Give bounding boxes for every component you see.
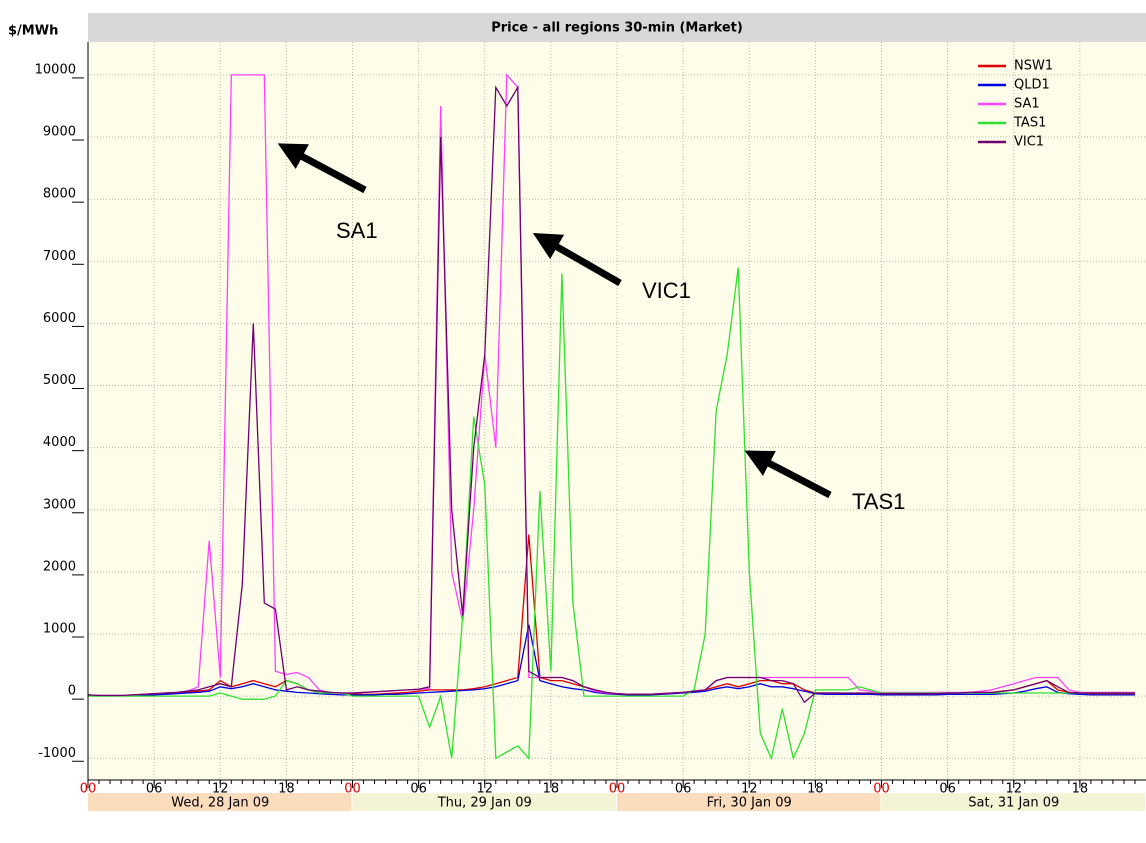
day-label: Wed, 28 Jan 09 xyxy=(171,796,269,811)
legend-label: QLD1 xyxy=(1014,78,1050,93)
x-tick-label: 12 xyxy=(741,782,758,797)
y-axis-label: $/MWh xyxy=(8,24,58,39)
arrow xyxy=(277,143,367,194)
y-tick-label: 10000 xyxy=(35,62,76,77)
y-tick-label: 0 xyxy=(68,684,76,699)
y-tick-label: 1000 xyxy=(43,622,76,637)
axes: -1000 0 1000 2000 3000 4000 5000 6000 7000 8000 90… xyxy=(35,42,1146,811)
y-tick-label: 7000 xyxy=(43,249,76,264)
day-label: Thu, 29 Jan 09 xyxy=(437,796,532,811)
x-tick-label: 12 xyxy=(1005,782,1022,797)
day-band xyxy=(881,793,1145,811)
annotation: VIC1 xyxy=(642,278,691,303)
annotation: SA1 xyxy=(336,218,378,243)
x-tick-label: 18 xyxy=(278,782,295,797)
y-tick-label: 3000 xyxy=(43,497,76,512)
legend-label: TAS1 xyxy=(1013,116,1046,131)
grid xyxy=(87,42,1146,780)
day-label: Sat, 31 Jan 09 xyxy=(968,796,1059,811)
series-line xyxy=(87,84,1135,704)
day-band xyxy=(88,793,352,811)
x-tick-label: 00 xyxy=(80,782,97,797)
legend-label: VIC1 xyxy=(1014,135,1044,150)
legend-label: SA1 xyxy=(1014,97,1040,112)
arrow xyxy=(744,450,832,499)
x-tick-label: 12 xyxy=(212,782,229,797)
x-tick-label: 00 xyxy=(344,782,361,797)
day-band xyxy=(352,793,616,811)
y-tick-label: 8000 xyxy=(43,187,76,202)
annotation: TAS1 xyxy=(852,489,905,514)
x-tick-label: 06 xyxy=(939,782,956,797)
annotations: SA1 VIC1 TAS1 xyxy=(277,143,905,514)
chart-title: Price - all regions 30-min (Market) xyxy=(491,21,743,36)
y-tick-label: 9000 xyxy=(43,125,76,140)
x-tick-label: 18 xyxy=(1072,782,1089,797)
x-tick-label: 06 xyxy=(410,782,427,797)
legend: NSW1 QLD1 SA1 TAS1 VIC1 xyxy=(978,59,1053,150)
x-tick-label: 00 xyxy=(873,782,890,797)
x-tick-label: 06 xyxy=(146,782,163,797)
y-tick-label: -1000 xyxy=(38,746,76,761)
y-tick-label: 4000 xyxy=(43,435,76,450)
day-band xyxy=(617,793,881,811)
legend-label: NSW1 xyxy=(1014,59,1053,74)
y-tick-label: 6000 xyxy=(43,311,76,326)
y-tick-label: 2000 xyxy=(43,559,76,574)
y-tick-label: 5000 xyxy=(43,373,76,388)
x-tick-label: 06 xyxy=(675,782,692,797)
x-tick-label: 18 xyxy=(543,782,560,797)
series-lines xyxy=(87,73,1135,761)
title-bar xyxy=(88,13,1146,42)
x-tick-label: 12 xyxy=(476,782,493,797)
x-tick-label: 18 xyxy=(807,782,824,797)
arrow xyxy=(532,233,622,287)
x-tick-label: 00 xyxy=(609,782,626,797)
day-label: Fri, 30 Jan 09 xyxy=(707,796,792,811)
